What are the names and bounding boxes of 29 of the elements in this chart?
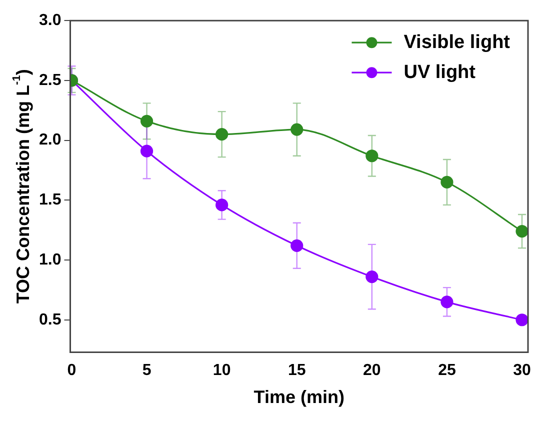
x-tick-label: 30: [513, 362, 531, 380]
point: [440, 176, 454, 189]
point: [366, 270, 378, 284]
point: [140, 114, 154, 128]
point: [440, 296, 454, 308]
legend-label: Visible light: [404, 32, 511, 53]
point: [516, 314, 528, 326]
x-tick-label: 10: [212, 362, 231, 380]
x-tick-label: 25: [438, 362, 456, 380]
y-axis-title: TOC Concentration (mg L-1): [11, 69, 33, 304]
y-tick-label: 2.0: [38, 132, 62, 149]
point: [516, 224, 528, 238]
point: [290, 239, 304, 252]
x-tick-label: 20: [363, 362, 381, 380]
point: [290, 123, 304, 136]
legend-label: UV light: [404, 62, 476, 83]
y-tick-label: 1.5: [38, 192, 62, 209]
x-tick-label: 0: [67, 362, 76, 380]
y-tick-label: 3.0: [38, 12, 62, 30]
point: [216, 198, 228, 212]
y-tick-label: 0.5: [38, 311, 62, 328]
point: [366, 150, 378, 162]
y-tick-label: 2.5: [38, 72, 62, 89]
x-axis-title: Time (min): [254, 387, 344, 408]
point: [140, 144, 154, 158]
x-tick-label: 15: [288, 362, 306, 380]
y-tick-label: 1.0: [38, 251, 62, 268]
point: [216, 128, 228, 141]
x-tick-label: 5: [142, 362, 152, 380]
